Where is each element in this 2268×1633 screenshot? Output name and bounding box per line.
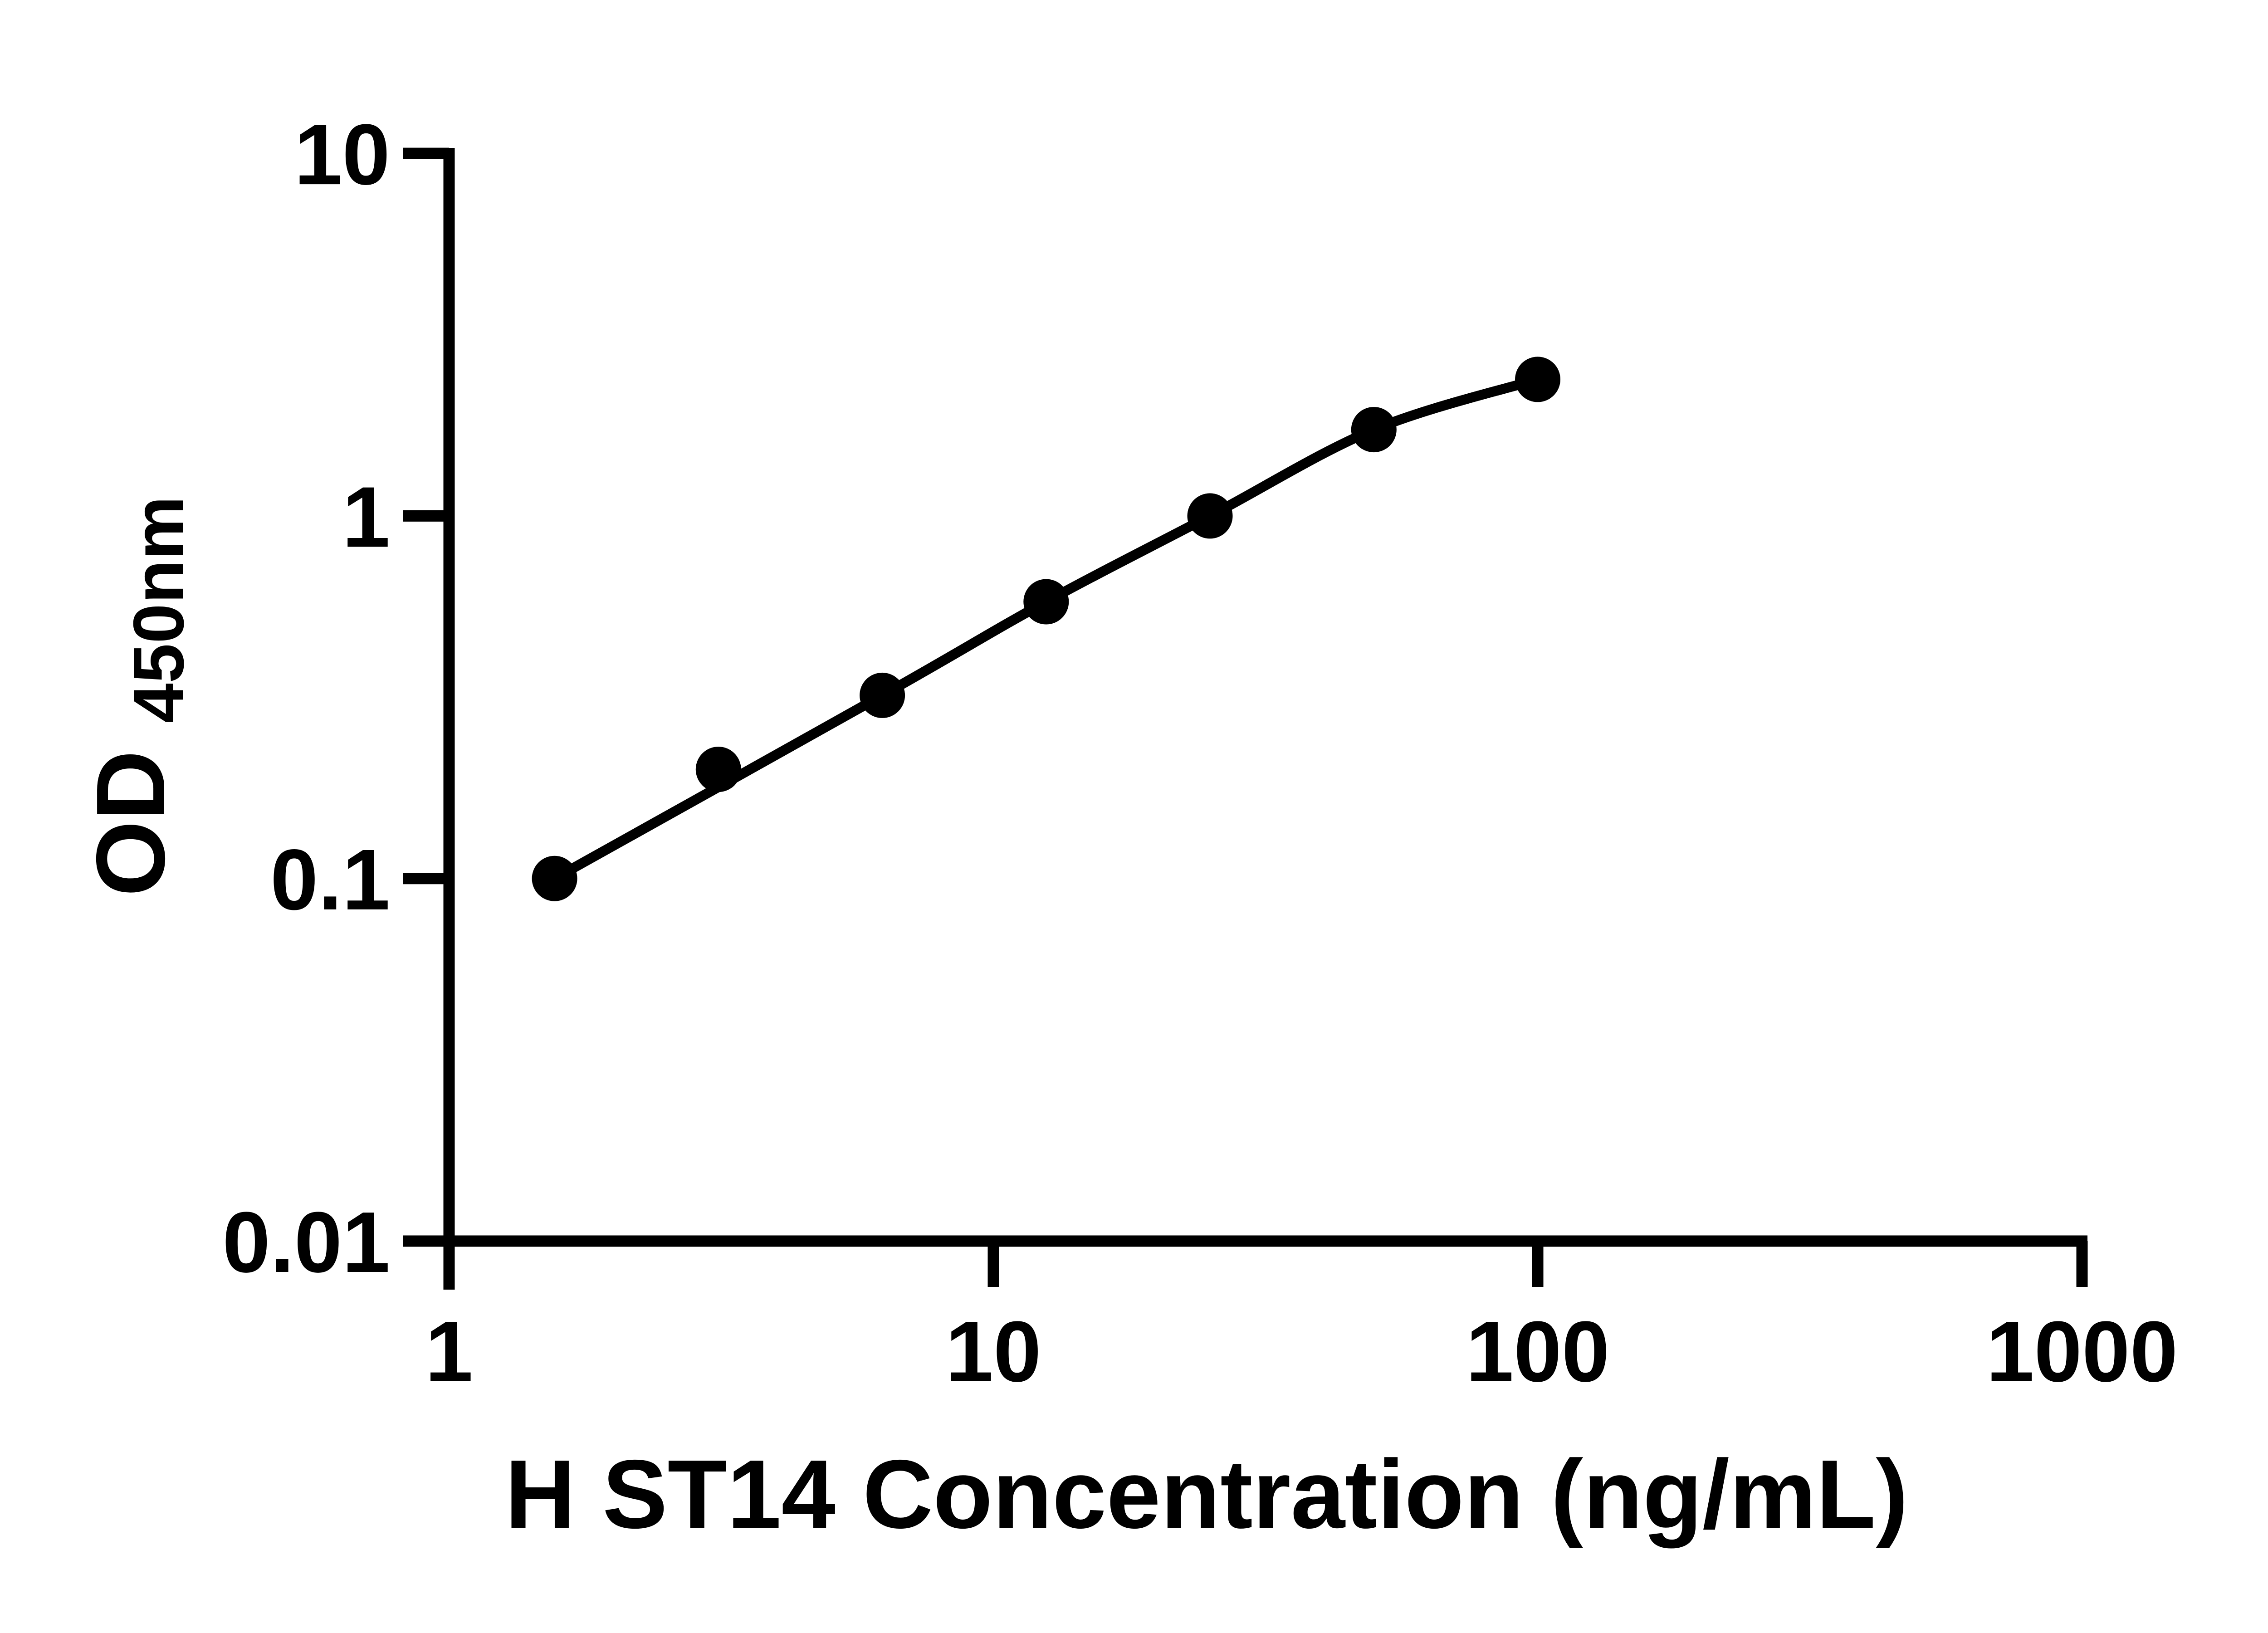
data-point xyxy=(532,856,577,901)
data-point xyxy=(1187,493,1233,539)
y-tick-label: 0.01 xyxy=(222,1194,390,1291)
x-tick-label: 1000 xyxy=(1986,1304,2178,1400)
data-point xyxy=(860,672,905,718)
axes-layer: 1 10 100 1000 10 1 0.1 0.01 xyxy=(222,107,2178,1400)
data-point xyxy=(1515,357,1560,402)
fit-curve xyxy=(549,374,1543,884)
x-tick-label: 100 xyxy=(1466,1304,1609,1400)
y-axis-title: OD 450nm xyxy=(76,496,199,897)
data-point xyxy=(1351,407,1397,453)
y-axis-title-subscript: 450nm xyxy=(119,496,199,724)
data-point xyxy=(695,747,741,792)
x-tick-label: 1 xyxy=(425,1304,473,1400)
data-point xyxy=(1023,579,1069,625)
y-axis-title-main: OD xyxy=(76,750,185,897)
y-tick-label: 0.1 xyxy=(270,832,390,928)
x-tick-label: 10 xyxy=(945,1304,1041,1400)
y-tick-label: 10 xyxy=(294,107,390,203)
y-tick-label: 1 xyxy=(342,469,390,565)
x-axis-title: H ST14 Concentration (ng/mL) xyxy=(505,1439,1908,1549)
series-layer xyxy=(532,357,1560,901)
